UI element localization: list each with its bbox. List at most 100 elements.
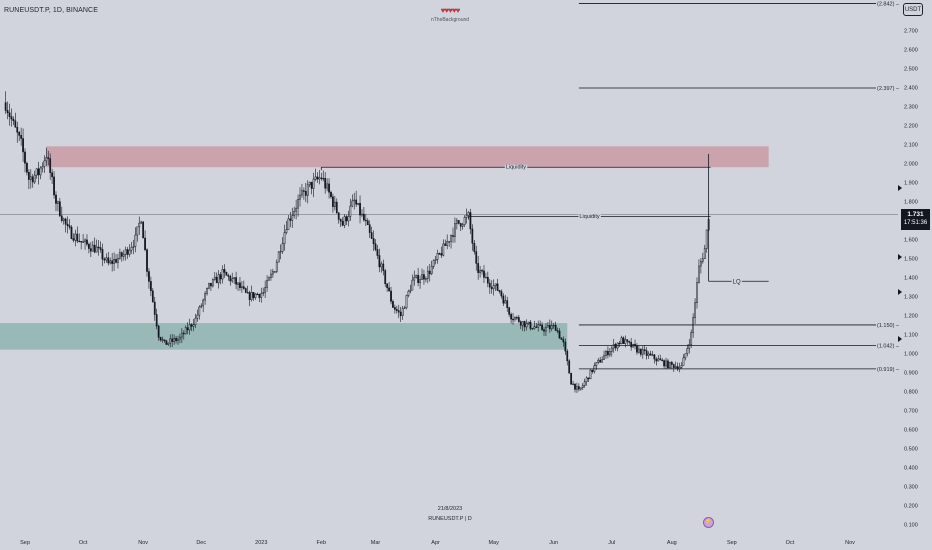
candle-body [376, 249, 379, 256]
candle-body [268, 277, 270, 281]
candle-body [577, 386, 580, 390]
candle-body [225, 272, 228, 276]
alert-arrow-icon[interactable] [898, 254, 902, 260]
candle-body [215, 276, 218, 284]
candle-body [302, 190, 305, 192]
candle-body [4, 102, 7, 111]
candle-body [60, 215, 63, 221]
candle-body [473, 243, 476, 252]
candle-body [405, 295, 408, 309]
candle-body [605, 350, 607, 356]
y-tick-label: 1.100 [904, 332, 918, 338]
candle-body [492, 285, 495, 290]
footer-symbol: RUNEUSDT.P | D [428, 516, 472, 522]
candle-body [180, 332, 183, 338]
candle-body [33, 174, 36, 183]
candle-body [618, 342, 621, 345]
candle-body [101, 249, 104, 260]
candle-body [211, 279, 214, 287]
event-icon[interactable]: ⚡ [703, 517, 714, 528]
candle-body [496, 283, 499, 291]
candle-body [345, 216, 348, 222]
y-tick-label: 2.100 [904, 142, 918, 148]
candle-body [233, 277, 236, 280]
candle-body [417, 274, 420, 283]
candle-body [260, 293, 263, 298]
alert-arrow-icon[interactable] [898, 289, 902, 295]
candle-body [403, 307, 406, 309]
candle-body [386, 283, 389, 289]
candle-body [241, 286, 243, 289]
y-tick-label: 0.900 [904, 370, 918, 376]
candle-body [244, 288, 247, 293]
candle-body [359, 202, 361, 216]
candle-body [157, 325, 160, 338]
candle-body [213, 276, 216, 280]
candle-body [372, 238, 375, 245]
candle-body [58, 201, 61, 217]
candle-body [343, 216, 346, 226]
candle-body [26, 162, 28, 173]
candle-body [639, 348, 642, 355]
candle-body [146, 249, 148, 272]
candle-body [70, 226, 73, 239]
candle-body [450, 235, 452, 242]
x-tick-label: Feb [317, 540, 326, 546]
candle-body [10, 116, 13, 120]
candle-body [411, 279, 414, 291]
currency-button[interactable]: USDT [903, 3, 923, 16]
symbol-title: RUNEUSDT.P, 1D, BINANCE [4, 7, 98, 14]
candle-body [485, 277, 487, 279]
liquidity-label: Liquidity [506, 165, 526, 171]
candle-body [541, 324, 543, 330]
candle-body [508, 307, 511, 315]
candle-body [531, 328, 534, 330]
candle-body [27, 172, 30, 180]
x-tick-label: Sep [727, 540, 737, 546]
supply-zone [46, 146, 769, 168]
candle-body [486, 277, 489, 284]
candle-body [701, 258, 704, 262]
candle-body [45, 157, 48, 162]
candle-body [665, 360, 667, 367]
candle-body [564, 341, 567, 352]
candle-body [124, 249, 127, 255]
alert-arrow-icon[interactable] [898, 185, 902, 191]
candle-body [415, 274, 418, 278]
candle-body [53, 176, 55, 196]
candle-body [570, 372, 573, 385]
alert-arrow-icon[interactable] [898, 336, 902, 342]
candle-body [138, 222, 141, 228]
candle-body [533, 326, 536, 329]
candle-body [299, 194, 301, 200]
candle-body [521, 321, 524, 326]
candle-body [454, 223, 456, 237]
candle-body [657, 358, 660, 362]
candle-body [554, 324, 557, 331]
candle-body [316, 176, 319, 180]
candle-body [76, 233, 79, 242]
candle-body [163, 339, 166, 341]
candle-body [148, 271, 150, 282]
candle-body [390, 290, 392, 302]
candle-body [283, 232, 286, 244]
candle-body [455, 220, 458, 224]
y-tick-label: 2.600 [904, 47, 918, 53]
last-price-value: 1.731 [907, 211, 924, 218]
candle-body [655, 358, 658, 362]
candle-body [285, 229, 288, 233]
x-tick-label: Mar [371, 540, 381, 546]
candle-body [312, 178, 315, 189]
y-tick-label: 2.300 [904, 104, 918, 110]
candle-body [560, 337, 563, 340]
candle-body [479, 270, 481, 273]
candle-body [641, 349, 644, 355]
candle-body [585, 377, 588, 382]
candle-body [49, 158, 52, 173]
candle-body [349, 205, 352, 217]
candle-body [165, 340, 168, 345]
candle-body [159, 336, 162, 341]
candle-body [144, 237, 146, 251]
candle-body [469, 212, 472, 230]
